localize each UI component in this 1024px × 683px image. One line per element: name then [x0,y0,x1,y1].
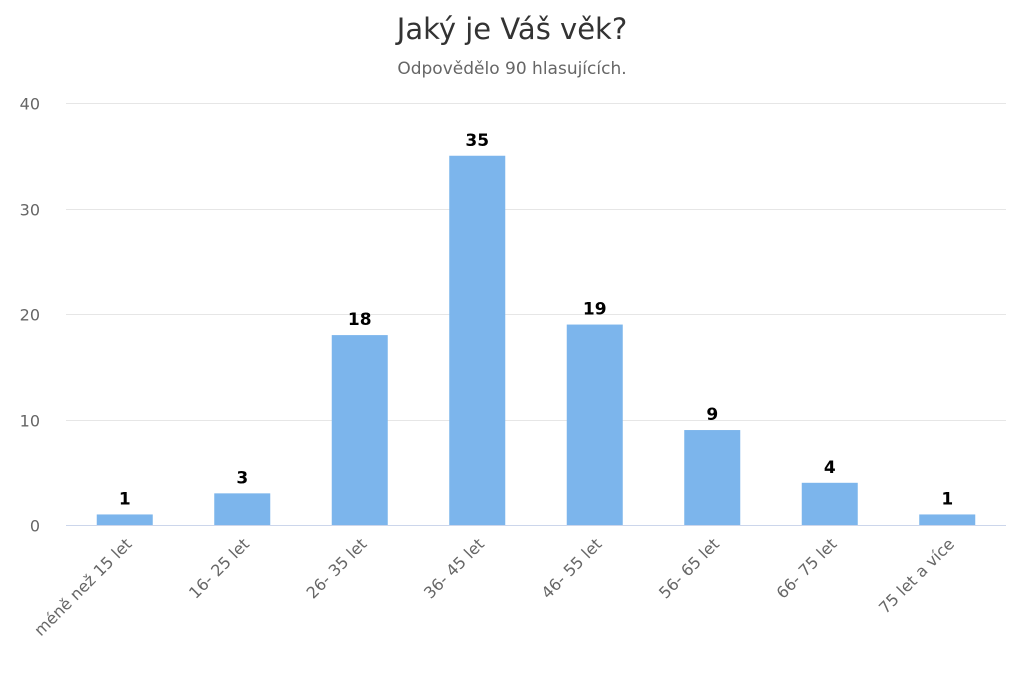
y-tick-label: 10 [20,412,40,431]
y-tick-label: 30 [20,201,40,220]
bars [96,155,976,525]
bar [566,324,623,525]
x-tick-label: 26- 35 let [303,534,371,602]
chart-subtitle: Odpovědělo 90 hlasujících. [397,59,627,79]
y-tick-label: 20 [20,306,40,325]
grid-lines [66,103,1006,526]
bar [331,335,388,525]
bar [214,493,271,525]
x-tick-label: 56- 65 let [655,534,723,602]
data-label: 4 [824,458,836,478]
bar [919,514,976,525]
data-labels: 1 3 18 35 19 9 4 1 [119,131,953,510]
x-tick-label: 36- 45 let [420,534,488,602]
bar [801,482,858,525]
bar [449,155,506,525]
x-tick-label: 75 let a více [875,534,958,617]
x-tick-label: 66- 75 let [773,534,841,602]
data-label: 9 [706,405,718,425]
y-tick-label: 40 [20,95,40,114]
x-tick-label: méně než 15 let [30,534,135,639]
x-axis-ticks: méně než 15 let 16- 25 let 26- 35 let 36- 4… [30,534,958,639]
data-label: 3 [236,468,248,488]
data-label: 35 [465,131,489,151]
data-label: 1 [119,489,131,509]
data-label: 1 [941,489,953,509]
bar [96,514,153,525]
data-label: 19 [583,300,607,320]
bar [684,430,741,525]
x-tick-label: 46- 55 let [538,534,606,602]
y-tick-label: 0 [30,517,40,536]
y-axis-ticks: 0 10 20 30 40 [20,95,40,536]
chart-title: Jaký je Váš věk? [396,12,628,46]
x-tick-label: 16- 25 let [185,534,253,602]
data-label: 18 [348,310,372,330]
